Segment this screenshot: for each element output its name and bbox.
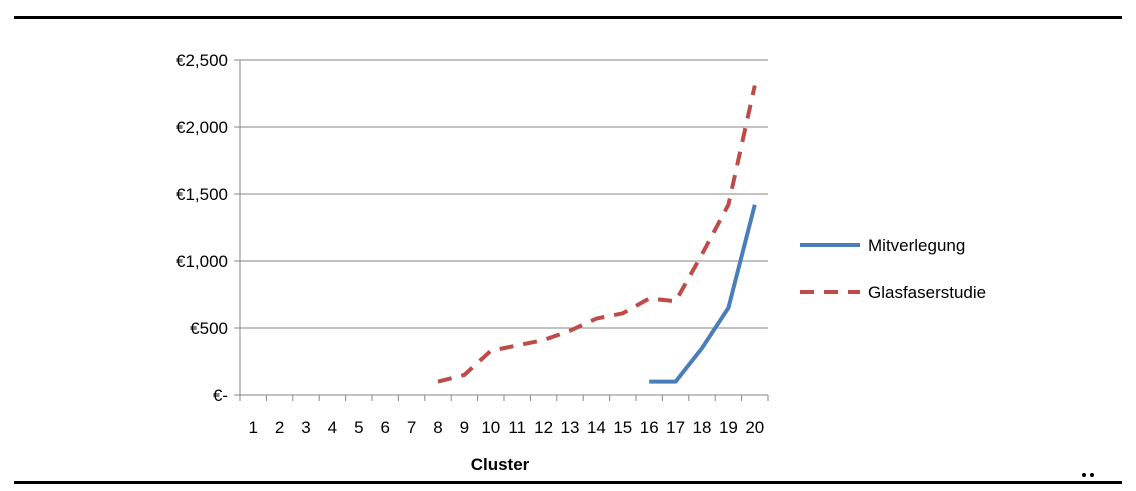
x-tick-labels: 1 2 3 4 5 6 7 8 9 10 11 12 13 14 15 16 17 18 19 20 <box>248 418 764 437</box>
x-tick-label: 11 <box>508 418 526 437</box>
x-tick-label: 7 <box>407 418 416 437</box>
x-tick-label: 5 <box>354 418 363 437</box>
x-tick-label: 15 <box>613 418 632 437</box>
grid-lines <box>234 59 769 401</box>
series-line-glasfaserstudie <box>437 85 757 384</box>
x-tick-label: 6 <box>380 418 389 437</box>
x-tick-label: 2 <box>275 418 284 437</box>
x-tick-label: 19 <box>719 418 738 437</box>
x-tick-label: 9 <box>460 418 469 437</box>
y-tick-label: €1,500 <box>176 185 228 204</box>
series-lines <box>437 85 757 384</box>
y-tick-label: €- <box>213 386 228 405</box>
x-tick-label: 18 <box>693 418 712 437</box>
x-tick-label: 16 <box>640 418 659 437</box>
x-tick-label: 3 <box>301 418 310 437</box>
axes <box>239 60 768 396</box>
x-tick-label: 13 <box>561 418 580 437</box>
legend: Mitverlegung Glasfaserstudie <box>800 236 986 302</box>
y-tick-label: €2,500 <box>176 51 228 70</box>
legend-label-mitverlegung: Mitverlegung <box>868 236 965 255</box>
x-tick-label: 14 <box>587 418 606 437</box>
x-tick-label: 12 <box>534 418 553 437</box>
y-tick-labels: €- €500 €1,000 €1,500 €2,000 €2,500 <box>176 51 228 405</box>
x-tick-label: 20 <box>745 418 764 437</box>
series-line-mitverlegung <box>649 204 757 384</box>
x-axis-title: Cluster <box>471 455 530 474</box>
x-tick-label: 1 <box>248 418 257 437</box>
dot-left <box>1082 473 1086 477</box>
legend-label-glasfaserstudie: Glasfaserstudie <box>868 283 986 302</box>
dot-right <box>1090 473 1094 477</box>
y-tick-label: €1,000 <box>176 252 228 271</box>
x-tick-label: 10 <box>481 418 500 437</box>
y-tick-label: €2,000 <box>176 118 228 137</box>
corner-dots <box>1080 473 1096 479</box>
bottom-rule <box>14 481 1122 484</box>
top-rule <box>14 16 1122 19</box>
x-tick-label: 17 <box>666 418 685 437</box>
x-tick-label: 8 <box>433 418 442 437</box>
y-tick-label: €500 <box>190 319 228 338</box>
x-tick-label: 4 <box>328 418 337 437</box>
